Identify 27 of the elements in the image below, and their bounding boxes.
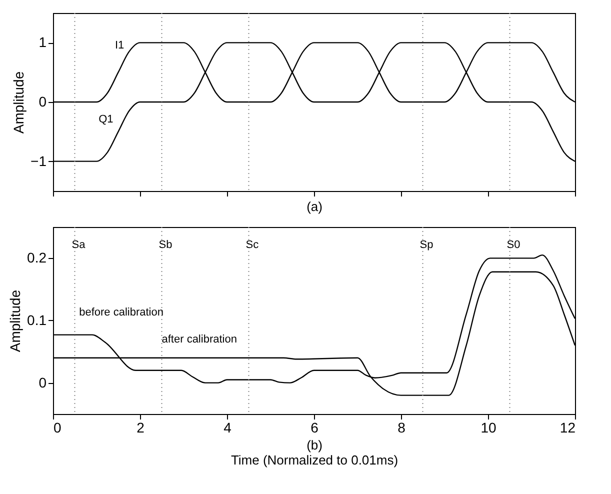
- series-label: I1: [114, 40, 124, 52]
- x-tick-label: 2: [136, 420, 145, 436]
- annotation: after calibration: [162, 333, 237, 346]
- y-axis-title: Amplitude: [7, 290, 24, 352]
- series-label: Q1: [98, 114, 114, 126]
- ref-line-label: Sc: [246, 239, 260, 251]
- ref-line-label: Sp: [420, 239, 434, 251]
- text: (a): [306, 199, 322, 214]
- y-tick-label: 0.1: [27, 312, 47, 328]
- x-axis-title: Time (Normalized to 0.01ms): [230, 452, 398, 468]
- x-tick-label: 6: [310, 420, 319, 436]
- x-tick-label: 10: [480, 420, 496, 436]
- y-tick-label: 0.2: [27, 250, 47, 266]
- ref-line-label: Sb: [158, 239, 172, 251]
- y-tick-label: 1: [38, 34, 47, 50]
- annotation: before calibration: [79, 306, 164, 318]
- x-tick-label: 4: [224, 420, 232, 436]
- x-tick-label: 0: [54, 420, 62, 436]
- y-tick-label: 0: [38, 94, 47, 110]
- ref-line-label: Sa: [72, 239, 86, 251]
- y-tick-label: −1: [30, 152, 47, 169]
- ref-line-label: S0: [506, 239, 520, 251]
- y-axis-title: Amplitude: [10, 71, 27, 134]
- y-tick-label: 0: [38, 374, 47, 390]
- x-tick-label: 8: [398, 420, 406, 436]
- text: (b): [306, 438, 322, 452]
- x-tick-label: 12: [560, 420, 576, 436]
